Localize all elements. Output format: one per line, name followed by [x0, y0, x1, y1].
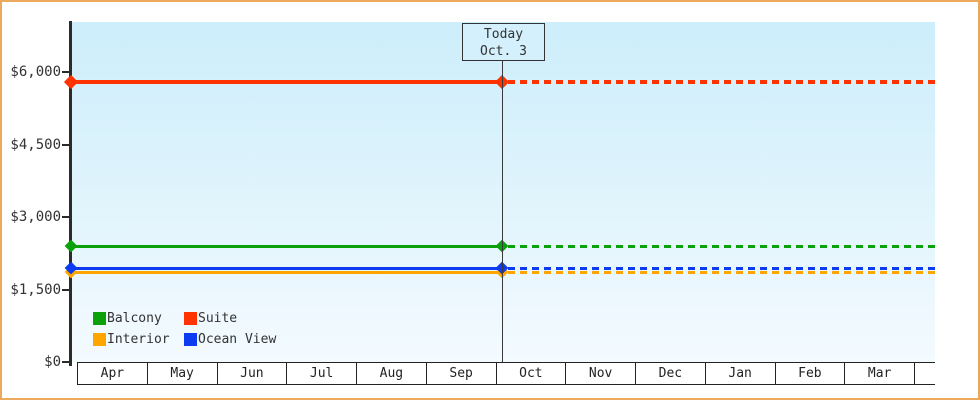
series-line-dashed-suite [508, 80, 935, 84]
x-axis-month-apr: Apr [78, 363, 148, 384]
x-axis-month-oct: Oct [497, 363, 567, 384]
today-annotation-line1: Today [483, 27, 524, 42]
y-axis-label: $3,000 [10, 209, 61, 225]
y-axis-label: $1,500 [10, 281, 61, 298]
legend-label: Suite [198, 310, 238, 326]
x-axis-month-may: May [148, 363, 218, 384]
x-axis-month-mar: Mar [845, 363, 915, 384]
series-line-solid-suite [71, 80, 502, 84]
today-line [502, 61, 503, 362]
y-tick-mark [62, 143, 70, 146]
y-tick-mark [62, 361, 70, 363]
x-axis-month-jul: Jul [287, 363, 357, 384]
x-axis-month-band: Apr May Jun Jul Aug Sep Oct Nov Dec Jan Feb Mar [77, 362, 935, 385]
x-axis-month-jun: Jun [218, 363, 288, 384]
y-tick-mark [62, 216, 70, 218]
x-axis-month-sep: Sep [427, 363, 497, 384]
legend-swatch-icon [184, 332, 197, 346]
y-axis [69, 21, 72, 366]
series-line-solid-balcony [71, 245, 502, 248]
legend-swatch-icon [184, 311, 197, 325]
series-line-dashed-interior [508, 271, 935, 274]
legend-swatch-icon [93, 311, 106, 325]
x-axis-month-aug: Aug [357, 363, 427, 384]
y-axis-label: $4,500 [10, 136, 61, 153]
series-line-dashed-ocean-view [508, 267, 935, 270]
series-line-solid-ocean-view [71, 267, 502, 270]
today-annotation: Today Oct. 3 [462, 23, 545, 61]
legend-item-suite: Suite [184, 310, 276, 326]
x-axis-trailing-cell [915, 363, 935, 384]
series-line-dashed-balcony [508, 245, 935, 248]
legend-item-balcony: Balcony [93, 310, 184, 326]
y-tick-mark [62, 71, 70, 73]
legend-swatch-icon [93, 332, 106, 346]
y-axis-label: $6,000 [10, 64, 61, 80]
x-axis-month-feb: Feb [776, 363, 846, 384]
today-annotation-line2: Oct. 3 [480, 44, 527, 59]
legend-label: Balcony [107, 310, 162, 326]
x-axis-month-nov: Nov [566, 363, 636, 384]
legend-item-interior: Interior [93, 331, 184, 347]
legend: Balcony Suite Interior Ocean View [93, 310, 277, 347]
y-axis-label: $0 [44, 354, 61, 370]
series-line-solid-interior [71, 271, 502, 274]
legend-label: Interior [107, 331, 170, 347]
x-axis-month-dec: Dec [636, 363, 706, 384]
y-tick-mark [62, 288, 70, 291]
x-axis-month-jan: Jan [706, 363, 776, 384]
legend-item-ocean-view: Ocean View [184, 331, 277, 347]
legend-label: Ocean View [198, 331, 277, 347]
